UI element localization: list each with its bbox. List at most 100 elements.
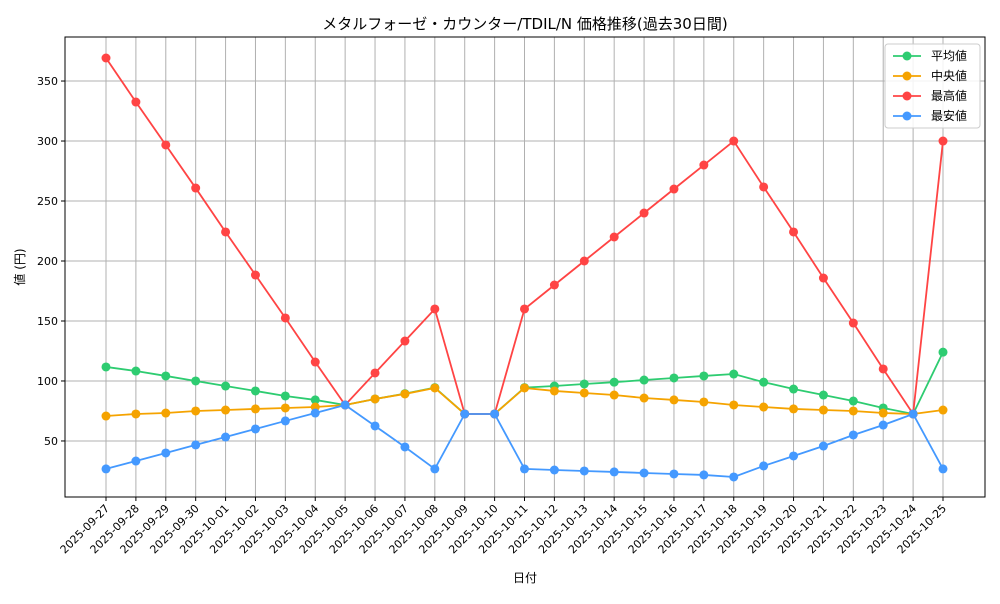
data-point (549, 280, 559, 290)
legend-label: 最安値 (931, 108, 967, 123)
data-point (818, 405, 828, 415)
data-point (818, 273, 828, 283)
data-point (520, 383, 529, 393)
data-point (669, 469, 679, 479)
data-point (131, 409, 141, 419)
data-point (818, 441, 828, 451)
data-point (938, 405, 948, 415)
data-point (729, 136, 739, 146)
data-point (729, 400, 739, 410)
data-point (280, 403, 290, 413)
legend-label: 中央値 (931, 68, 967, 83)
data-point (908, 409, 918, 419)
data-point (131, 97, 141, 107)
chart-title: メタルフォーゼ・カウンター/TDIL/N 価格推移(過去30日間) (322, 15, 727, 33)
legend-label: 最高値 (931, 88, 967, 103)
data-point (310, 357, 320, 367)
data-point (848, 430, 858, 440)
data-point (370, 394, 380, 404)
data-point (101, 464, 111, 474)
data-point (400, 336, 410, 346)
data-point (430, 304, 440, 314)
data-point (101, 411, 111, 421)
data-point (370, 421, 380, 431)
grid (65, 37, 985, 497)
legend-marker (902, 111, 912, 121)
data-point (699, 160, 709, 170)
data-point (609, 377, 619, 387)
legend-label: 平均値 (931, 48, 967, 63)
data-point (789, 227, 799, 237)
y-tick-label: 200 (37, 255, 58, 268)
data-point (161, 448, 171, 458)
data-point (221, 227, 231, 237)
data-point (310, 408, 320, 418)
data-point (191, 183, 201, 193)
data-point (759, 377, 769, 387)
data-point (759, 182, 769, 192)
data-point (669, 184, 679, 194)
data-point (101, 362, 111, 372)
data-point (400, 442, 410, 452)
y-tick-label: 100 (37, 375, 58, 388)
data-point (101, 53, 111, 63)
data-point (878, 408, 888, 418)
data-point (250, 404, 260, 414)
data-point (520, 304, 529, 314)
y-tick-label: 300 (37, 135, 58, 148)
data-point (340, 400, 350, 410)
data-point (789, 384, 799, 394)
data-point (639, 208, 649, 218)
y-axis-label: 値 (円) (12, 248, 27, 285)
x-axis-label: 日付 (513, 571, 537, 585)
series-2 (101, 53, 948, 419)
data-point (131, 456, 141, 466)
data-point (789, 451, 799, 461)
data-point (878, 364, 888, 374)
data-point (549, 386, 559, 396)
data-point (669, 395, 679, 405)
y-tick-label: 50 (44, 435, 58, 448)
y-tick-label: 150 (37, 315, 58, 328)
data-point (430, 464, 440, 474)
data-point (191, 406, 201, 416)
data-point (878, 420, 888, 430)
data-point (789, 404, 799, 414)
y-tick-label: 350 (37, 75, 58, 88)
data-point (759, 461, 769, 471)
data-point (848, 318, 858, 328)
data-point (161, 140, 171, 150)
data-point (609, 390, 619, 400)
data-point (191, 376, 201, 386)
series-group (101, 53, 948, 482)
data-point (579, 379, 589, 389)
data-point (490, 409, 500, 419)
data-point (639, 468, 649, 478)
data-point (729, 472, 739, 482)
data-point (161, 371, 171, 381)
data-point (579, 388, 589, 398)
data-point (460, 409, 470, 419)
data-point (250, 424, 260, 434)
legend-marker (902, 51, 912, 61)
data-point (579, 256, 589, 266)
data-point (699, 470, 709, 480)
legend-box (884, 43, 981, 129)
data-point (221, 405, 231, 415)
data-point (699, 397, 709, 407)
data-point (639, 393, 649, 403)
data-point (221, 381, 231, 391)
data-point (759, 402, 769, 412)
data-point (669, 373, 679, 383)
data-point (131, 366, 141, 376)
data-point (520, 464, 529, 474)
data-point (400, 389, 410, 399)
legend-marker (902, 91, 912, 101)
data-point (609, 232, 619, 242)
data-point (250, 270, 260, 280)
data-point (699, 371, 709, 381)
data-point (280, 313, 290, 323)
data-point (848, 406, 858, 416)
